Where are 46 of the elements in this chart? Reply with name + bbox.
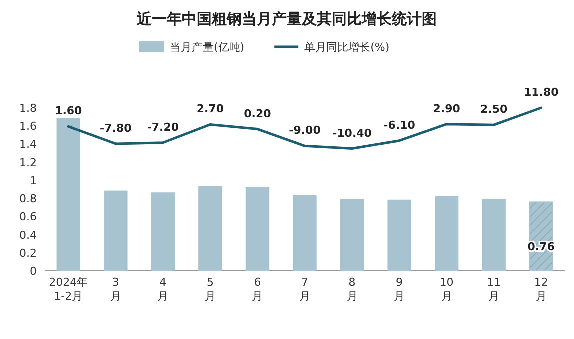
y-tick-label: 0.6: [20, 210, 37, 224]
data-label: -10.40: [332, 126, 372, 140]
x-tick-label: 4 月: [158, 276, 169, 303]
x-tick-label: 8 月: [346, 276, 358, 303]
data-label: -7.20: [147, 120, 180, 134]
x-tick-label: 6 月: [252, 276, 264, 303]
bar: [388, 200, 412, 272]
data-label: 2.50: [480, 103, 508, 116]
y-tick-label: 1.8: [20, 102, 37, 115]
bar: [151, 192, 176, 272]
y-tick-label: 0: [30, 265, 37, 278]
data-label: 2.70: [196, 102, 224, 116]
y-tick-label: 0.8: [20, 192, 37, 206]
data-label: 0.20: [244, 107, 272, 120]
y-tick-label: 0.2: [20, 246, 37, 260]
data-label: 1.60: [55, 104, 83, 118]
bar: [340, 198, 364, 272]
bar: [293, 195, 317, 272]
data-label: -6.10: [384, 118, 416, 132]
y-tick-label: 1: [30, 174, 37, 188]
y-tick-label: 1.4: [20, 138, 37, 152]
y-tick-label: 1.6: [20, 120, 37, 134]
x-tick-label: 9 月: [394, 276, 406, 303]
bar: [246, 187, 270, 272]
x-tick-label: 11 月: [487, 276, 502, 303]
legend-label: 单月同比增长(%): [304, 41, 390, 54]
x-tick-label: 7 月: [300, 276, 310, 303]
x-tick-label: 10 月: [440, 276, 454, 303]
bar: [56, 118, 80, 272]
x-tick-label: 5 月: [204, 276, 216, 303]
data-label: -9.00: [289, 124, 322, 138]
data-label: 0.76: [528, 240, 556, 254]
x-tick-label: 3 月: [110, 276, 122, 303]
x-tick-label: 12 月: [534, 276, 548, 303]
y-tick-label: 0.4: [20, 228, 37, 242]
legend-label: 当月产量(亿吨): [170, 41, 245, 54]
bar: [482, 198, 506, 272]
bar: [104, 190, 128, 272]
x-tick-label: 2024年 1-2月: [49, 276, 88, 303]
data-label: 11.80: [524, 86, 560, 99]
data-label: 2.90: [433, 102, 461, 116]
bar: [434, 196, 459, 272]
bar: [198, 186, 222, 272]
y-tick-label: 1.2: [20, 156, 37, 170]
chart-title: 近一年中国粗钢当月产量及其同比增长统计图: [136, 10, 437, 28]
data-label: -7.80: [100, 122, 132, 135]
